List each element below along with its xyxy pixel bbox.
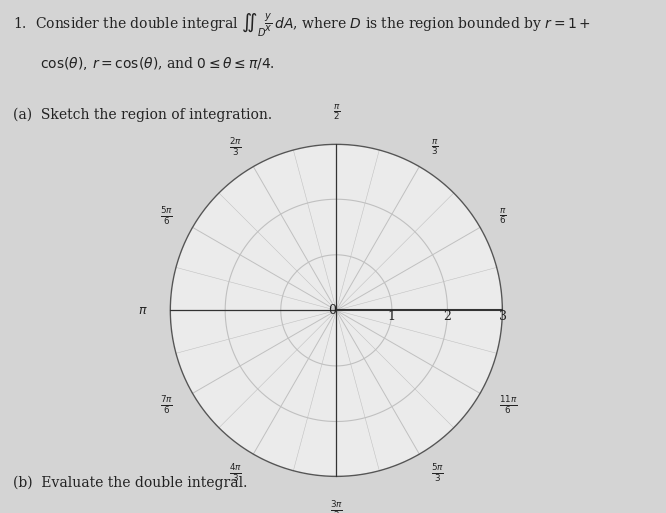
Text: $\frac{4\pi}{3}$: $\frac{4\pi}{3}$ bbox=[229, 463, 242, 484]
Text: $\frac{3\pi}{2}$: $\frac{3\pi}{2}$ bbox=[330, 499, 343, 513]
Text: 2: 2 bbox=[444, 310, 452, 323]
Text: (a)  Sketch the region of integration.: (a) Sketch the region of integration. bbox=[13, 108, 272, 122]
Text: 3: 3 bbox=[499, 310, 507, 323]
Text: $\cos(\theta),\, r = \cos(\theta)$, and $0 \leq \theta \leq \pi/4$.: $\cos(\theta),\, r = \cos(\theta)$, and … bbox=[40, 54, 275, 72]
Text: 0: 0 bbox=[328, 304, 336, 317]
Text: $\frac{7\pi}{6}$: $\frac{7\pi}{6}$ bbox=[161, 393, 173, 416]
Text: $\frac{\pi}{2}$: $\frac{\pi}{2}$ bbox=[332, 103, 340, 122]
Text: $\frac{\pi}{3}$: $\frac{\pi}{3}$ bbox=[430, 137, 438, 157]
Text: $\frac{2\pi}{3}$: $\frac{2\pi}{3}$ bbox=[229, 136, 242, 158]
Text: $\frac{\pi}{6}$: $\frac{\pi}{6}$ bbox=[500, 207, 507, 226]
Text: $\pi$: $\pi$ bbox=[139, 304, 148, 317]
Text: $\frac{5\pi}{6}$: $\frac{5\pi}{6}$ bbox=[161, 205, 173, 227]
Text: (b)  Evaluate the double integral.: (b) Evaluate the double integral. bbox=[13, 476, 248, 490]
Text: 1: 1 bbox=[388, 310, 396, 323]
Text: $\frac{11\pi}{6}$: $\frac{11\pi}{6}$ bbox=[500, 393, 518, 416]
Text: $\frac{5\pi}{3}$: $\frac{5\pi}{3}$ bbox=[430, 463, 444, 484]
Text: 1.  Consider the double integral $\iint_D \frac{y}{x}\,dA$, where $D$ is the reg: 1. Consider the double integral $\iint_D… bbox=[13, 11, 591, 38]
